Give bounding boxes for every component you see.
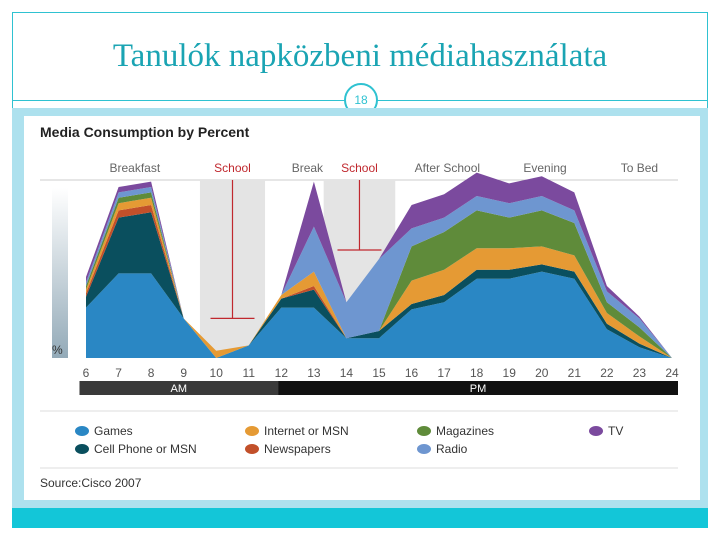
x-tick-12: 12: [275, 366, 289, 380]
ampm-segment-pm: [278, 381, 678, 395]
period-label-school: School: [214, 161, 251, 175]
x-tick-20: 20: [535, 366, 549, 380]
period-label-to-bed: To Bed: [621, 161, 658, 175]
x-tick-21: 21: [568, 366, 582, 380]
period-label-breakfast: Breakfast: [109, 161, 160, 175]
x-tick-9: 9: [180, 366, 187, 380]
x-tick-labels: 6 7 8 9 10 11 12 13 14 15 16 17 18 19 20 21 22 23 24: [83, 366, 679, 380]
x-tick-13: 13: [307, 366, 321, 380]
area-series-cell-phone-or-msn: [86, 212, 672, 358]
x-tick-16: 16: [405, 366, 419, 380]
x-tick-6: 6: [83, 366, 90, 380]
legend-swatch-cell-phone-or-msn: [75, 444, 89, 454]
ampm-segment-am: [79, 381, 279, 395]
x-tick-15: 15: [372, 366, 386, 380]
am-pm-bar: AM PM: [79, 381, 678, 395]
x-tick-14: 14: [340, 366, 354, 380]
x-tick-23: 23: [633, 366, 647, 380]
x-tick-8: 8: [148, 366, 155, 380]
source-line: Source:Cisco 2007: [40, 476, 142, 490]
period-label-break: Break: [292, 161, 324, 175]
legend-label-magazines: Magazines: [436, 424, 494, 438]
x-tick-7: 7: [115, 366, 122, 380]
source-label: Source:: [40, 476, 81, 490]
x-tick-17: 17: [437, 366, 451, 380]
school-markers: [210, 180, 382, 319]
source-text: Cisco 2007: [81, 476, 141, 490]
legend-label-newspapers: Newspapers: [264, 442, 331, 456]
x-tick-10: 10: [210, 366, 224, 380]
x-tick-19: 19: [503, 366, 517, 380]
ampm-label-pm: PM: [470, 383, 487, 395]
ampm-label-am: AM: [171, 383, 188, 395]
media-consumption-chart: Media Consumption by Percent Breakfast Sc…: [40, 124, 679, 490]
legend-swatch-internet-or-msn: [245, 426, 259, 436]
legend-label-internet-or-msn: Internet or MSN: [264, 424, 349, 438]
legend-swatch-magazines: [417, 426, 431, 436]
x-tick-22: 22: [600, 366, 614, 380]
period-label-after-school: After School: [415, 161, 480, 175]
period-label-school: School: [341, 161, 378, 175]
legend-swatch-radio: [417, 444, 431, 454]
chart-panel: Media Consumption by Percent Breakfast Sc…: [24, 116, 700, 500]
legend-label-radio: Radio: [436, 442, 468, 456]
chart-title: Media Consumption by Percent: [40, 124, 250, 140]
area-series-magazines: [86, 192, 672, 358]
y-axis-label: %: [52, 343, 63, 357]
area-series-games: [86, 271, 672, 358]
legend: Games Internet or MSN Magazines TV Cell Phon…: [75, 424, 623, 456]
legend-label-tv: TV: [608, 424, 623, 438]
y-axis-bar: [52, 188, 68, 358]
legend-swatch-tv: [589, 426, 603, 436]
legend-label-cell-phone-or-msn: Cell Phone or MSN: [94, 442, 197, 456]
period-labels: Breakfast School Break School After School Ev…: [109, 161, 658, 175]
period-label-evening: Evening: [523, 161, 566, 175]
footer-band: [12, 508, 708, 528]
x-tick-24: 24: [665, 366, 679, 380]
area-series-radio: [86, 187, 672, 358]
slide-title: Tanulók napközbeni médiahasználata: [112, 38, 608, 74]
stacked-areas: [86, 172, 672, 358]
legend-swatch-games: [75, 426, 89, 436]
legend-label-games: Games: [94, 424, 133, 438]
legend-swatch-newspapers: [245, 444, 259, 454]
x-tick-11: 11: [243, 366, 256, 380]
x-tick-18: 18: [470, 366, 484, 380]
